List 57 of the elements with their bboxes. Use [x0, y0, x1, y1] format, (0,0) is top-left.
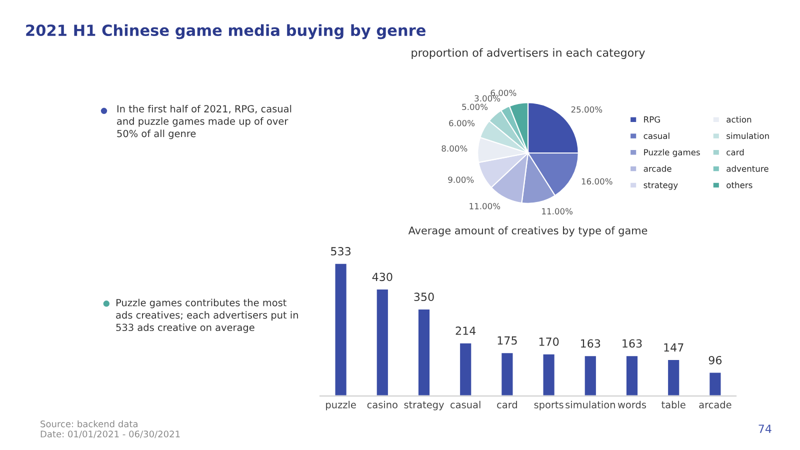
legend-label: card	[726, 148, 744, 156]
data-label: 214	[456, 326, 476, 335]
data-label: 11.00%	[470, 203, 500, 210]
x-tick-label: casino	[367, 400, 398, 408]
bar	[375, 288, 390, 396]
x-tick-label: simulation	[566, 400, 615, 408]
bar	[417, 308, 431, 396]
legend-label: others	[726, 182, 752, 188]
source-note: Source: backend data Date: 01/01/2021 - 06/30/2021	[40, 420, 180, 438]
data-label: 147	[664, 343, 684, 352]
x-tick-label: card	[497, 400, 517, 408]
data-label: 175	[498, 336, 517, 345]
chart-title: proportion of advertisers in each category	[412, 48, 645, 59]
data-label: 11.00%	[542, 208, 573, 214]
x-tick-label: table	[662, 400, 686, 408]
data-label: 5.00%	[462, 104, 488, 110]
data-label: 430	[372, 272, 392, 282]
legend-label: strategy	[644, 182, 678, 190]
legend-label: RPG	[644, 116, 660, 123]
data-label: 6.00%	[449, 120, 475, 126]
x-tick-label: puzzle	[326, 400, 356, 410]
x-tick-label: strategy	[404, 401, 444, 410]
data-label: 8.00%	[442, 145, 468, 152]
x-tick-label: casual	[450, 400, 480, 408]
x-tick-label: arcade	[699, 400, 732, 408]
data-label: 6.00%	[490, 90, 516, 96]
data-label: 533	[331, 247, 351, 256]
text: 2021 H1 Chinese game media buying by genre	[26, 24, 426, 40]
bar	[625, 354, 639, 396]
data-label: 163	[622, 339, 642, 348]
data-label: 350	[414, 292, 434, 302]
data-label: 163	[581, 339, 600, 348]
bar	[666, 358, 681, 396]
data-label: 9.00%	[448, 176, 474, 183]
bar	[458, 342, 473, 396]
bar	[334, 262, 348, 396]
data-label: 170	[539, 338, 559, 346]
legend-label: arcade	[644, 165, 672, 172]
bar	[708, 371, 722, 396]
chart-title: Average amount of creatives by type of game	[408, 226, 648, 236]
legend-label: action	[726, 116, 752, 123]
x-tick-label: words	[618, 400, 646, 408]
bar	[500, 352, 514, 396]
text: 74	[758, 424, 772, 433]
data-label: 25.00%	[571, 106, 602, 113]
legend-label: simulation	[726, 132, 769, 140]
data-label: 3.00%	[474, 95, 500, 102]
legend-label: Puzzle games	[644, 148, 700, 158]
data-label: 96	[708, 356, 722, 364]
x-tick-label: sports	[534, 401, 564, 410]
text: Puzzle games contributes the most ads creatives; each advertisers put in 533 ads creative on average	[116, 298, 298, 333]
data-label: 16.00%	[582, 178, 612, 185]
text: In the first half of 2021, RPG, casual and puzzle games made up of over 50% of all genre	[117, 104, 292, 140]
legend-label: adventure	[726, 165, 768, 172]
legend-label: casual	[644, 132, 670, 140]
bar	[583, 354, 598, 396]
bar	[542, 352, 556, 396]
